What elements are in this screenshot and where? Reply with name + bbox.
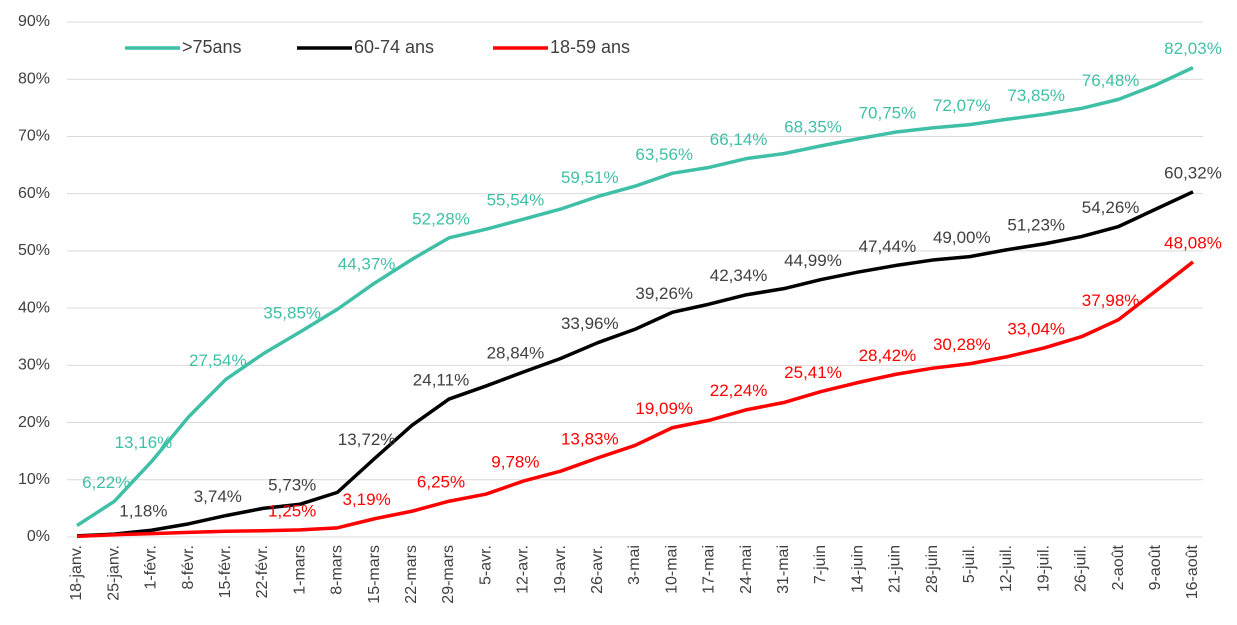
data-label: 13,72%: [338, 430, 396, 449]
data-label: 52,28%: [412, 209, 470, 228]
y-tick-label: 30%: [18, 357, 50, 374]
data-label: 76,48%: [1082, 71, 1140, 90]
data-label: 28,84%: [487, 343, 545, 362]
data-label: 22,24%: [710, 381, 768, 400]
y-tick-label: 70%: [18, 128, 50, 145]
x-tick-label: 26-juil.: [1073, 545, 1090, 592]
x-tick-label: 1-févr.: [143, 545, 160, 589]
data-label: 49,00%: [933, 228, 991, 247]
data-label: 28,42%: [859, 346, 917, 365]
x-tick-label: 2-août: [1110, 544, 1127, 590]
y-tick-label: 60%: [18, 185, 50, 202]
data-label: 6,22%: [82, 473, 130, 492]
x-tick-label: 3-mai: [626, 545, 643, 585]
x-tick-label: 9-août: [1147, 544, 1164, 590]
x-tick-label: 29-mars: [440, 545, 457, 604]
series-line: [76, 260, 1195, 539]
data-label: 47,44%: [859, 237, 917, 256]
data-label: 63,56%: [635, 145, 693, 164]
y-tick-label: 10%: [18, 471, 50, 488]
x-tick-label: 1-mars: [291, 545, 308, 595]
x-tick-label: 22-mars: [403, 545, 420, 604]
series-line: [76, 66, 1194, 528]
data-label: 60,32%: [1164, 163, 1222, 182]
data-label: 27,54%: [189, 351, 247, 370]
x-tick-label: 14-juin: [849, 545, 866, 593]
data-label: 44,37%: [338, 255, 396, 274]
x-tick-label: 17-mai: [701, 545, 718, 594]
legend-label: >75ans: [182, 37, 242, 57]
data-label: 72,07%: [933, 96, 991, 115]
data-label: 68,35%: [784, 117, 842, 136]
data-label: 54,26%: [1082, 198, 1140, 217]
data-label: 5,73%: [268, 476, 316, 495]
x-tick-label: 26-avr.: [589, 545, 606, 594]
data-label: 9,78%: [491, 453, 539, 472]
data-label: 6,25%: [417, 473, 465, 492]
data-label: 24,11%: [413, 371, 469, 390]
x-tick-label: 19-juil.: [1035, 545, 1052, 592]
data-label: 37,98%: [1082, 291, 1140, 310]
x-tick-label: 10-mai: [663, 545, 680, 594]
data-label: 19,09%: [635, 399, 693, 418]
data-label: 3,19%: [342, 490, 390, 509]
x-tick-label: 16-août: [1184, 544, 1201, 599]
x-tick-label: 15-mars: [366, 545, 383, 604]
y-tick-label: 50%: [18, 242, 50, 259]
data-label: 13,16%: [115, 433, 173, 452]
data-label: 73,85%: [1007, 86, 1065, 105]
data-label: 30,28%: [933, 335, 991, 354]
x-tick-label: 12-juil.: [998, 545, 1015, 592]
data-label: 82,03%: [1164, 39, 1222, 58]
data-label: 48,08%: [1164, 233, 1222, 252]
y-tick-label: 20%: [18, 414, 50, 431]
y-tick-label: 40%: [18, 299, 50, 316]
x-tick-label: 5-avr.: [477, 545, 494, 585]
data-label: 59,51%: [561, 168, 619, 187]
x-tick-label: 31-mai: [775, 545, 792, 594]
y-tick-label: 80%: [18, 70, 50, 87]
data-label: 51,23%: [1007, 215, 1065, 234]
x-tick-label: 5-juil.: [961, 545, 978, 583]
data-label: 44,99%: [784, 251, 842, 270]
data-label: 66,14%: [710, 130, 768, 149]
x-tick-label: 8-mars: [329, 545, 346, 595]
data-label: 33,96%: [561, 314, 619, 333]
x-tick-label: 7-juin: [812, 545, 829, 584]
data-label: 25,41%: [784, 363, 842, 382]
x-tick-label: 15-févr.: [217, 545, 234, 598]
x-tick-label: 24-mai: [738, 545, 755, 594]
data-label: 33,04%: [1007, 319, 1065, 338]
data-label: 1,25%: [268, 501, 316, 520]
data-label: 1,18%: [119, 502, 167, 521]
data-label: 13,83%: [561, 429, 619, 448]
y-tick-label: 0%: [27, 528, 50, 545]
data-label: 55,54%: [487, 191, 545, 210]
x-tick-label: 28-juin: [924, 545, 941, 593]
data-label: 39,26%: [635, 284, 693, 303]
x-tick-label: 25-janv.: [105, 545, 122, 601]
legend-label: 18-59 ans: [550, 37, 630, 57]
series-line: [76, 190, 1194, 538]
y-tick-label: 90%: [18, 13, 50, 30]
data-label: 3,74%: [194, 487, 242, 506]
x-tick-label: 18-janv.: [68, 545, 85, 601]
x-tick-label: 19-avr.: [552, 545, 569, 594]
x-tick-label: 12-avr.: [515, 545, 532, 594]
data-label: 42,34%: [710, 266, 768, 285]
x-tick-label: 22-févr.: [254, 545, 271, 598]
x-tick-label: 8-févr.: [180, 545, 197, 589]
data-label: 35,85%: [263, 303, 321, 322]
data-label: 70,75%: [859, 104, 917, 123]
x-tick-label: 21-juin: [887, 545, 904, 593]
legend-label: 60-74 ans: [354, 37, 434, 57]
